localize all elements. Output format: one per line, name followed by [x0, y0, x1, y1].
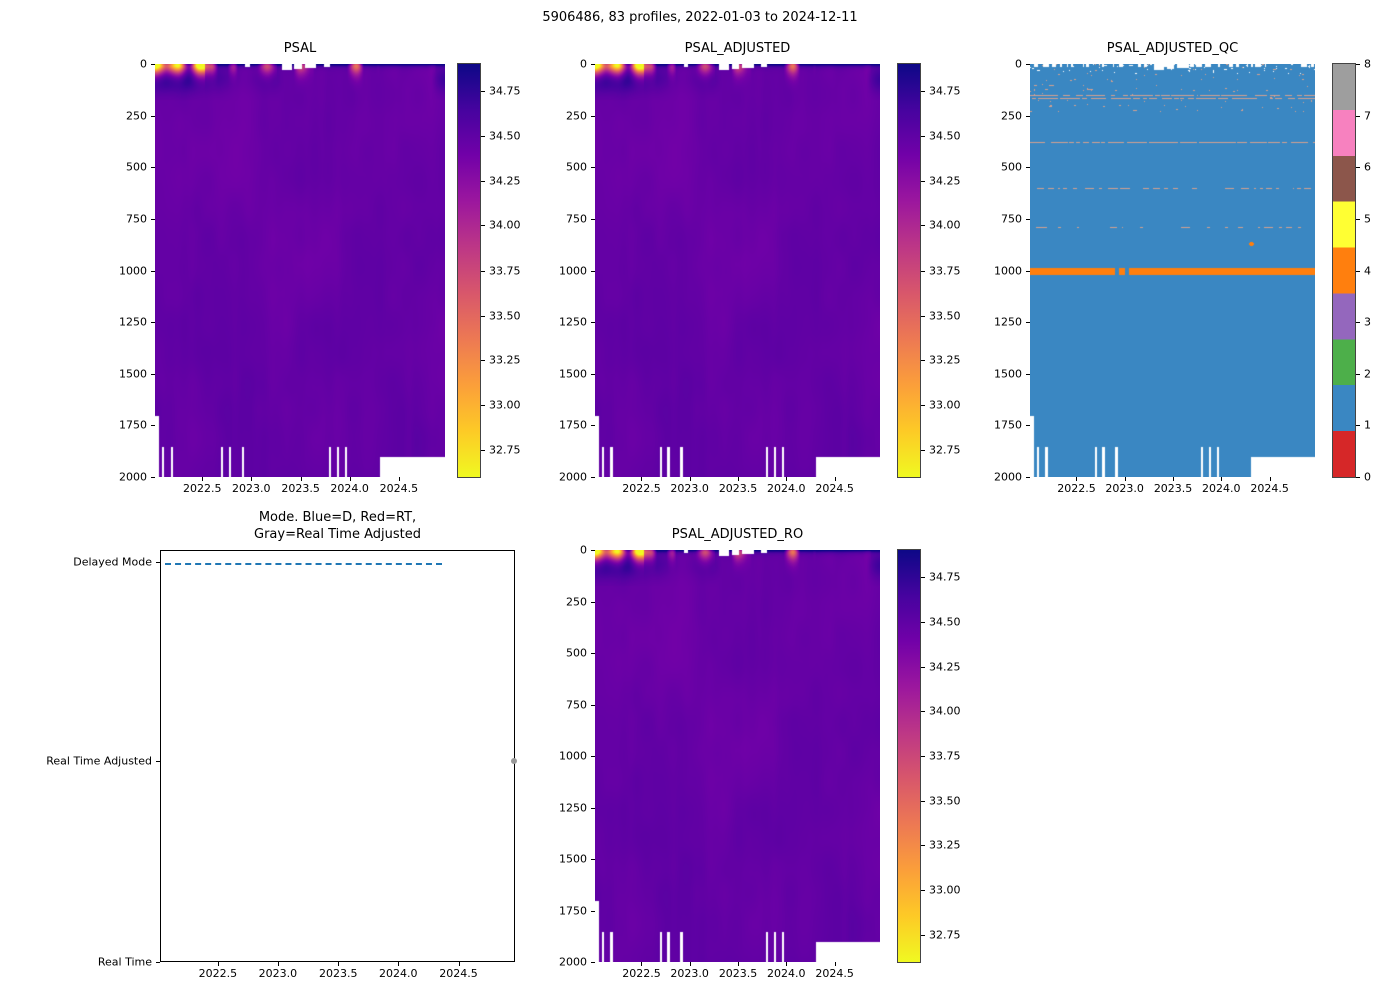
panel-mode: Mode. Blue=D, Red=RT, Gray=Real Time Adj…	[46, 510, 517, 980]
mode-rt-adjusted-marker	[511, 757, 517, 764]
psal-colorbar: 34.75 34.50 34.25 34.00 33.75 33.50 33.25 33.00…	[457, 63, 530, 478]
ro-time-axis: 2022.5 2023.0 2023.5 2024.0 2024.5	[595, 962, 880, 984]
psal-heatmap	[155, 64, 445, 477]
mode-time-axis: 2022.5 2023.0 2023.5 2024.0 2024.5	[160, 962, 515, 984]
panel-psal-adjusted-qc-title: PSAL_ADJUSTED_QC	[1106, 41, 1239, 56]
ro-colorbar-gradient	[897, 549, 921, 963]
ro-colorbar-ticks: 34.75 34.50 34.25 34.00 33.75 33.50 33.25 33.00…	[898, 550, 970, 962]
panel-psal-adjusted-title: PSAL_ADJUSTED	[684, 41, 791, 56]
panel-psal-adjusted-ro-title: PSAL_ADJUSTED_RO	[671, 527, 804, 542]
psal-adjusted-heatmap	[595, 64, 880, 477]
psal-adjusted-colorbar-ticks: 34.75 34.50 34.25 34.00 33.75 33.50 33.25 33.00…	[898, 64, 970, 477]
qc-colorbar-gradient	[1332, 63, 1356, 478]
psal-colorbar-ticks: 34.75 34.50 34.25 34.00 33.75 33.50 33.25 33.00…	[458, 64, 530, 477]
panel-psal-adjusted-qc: PSAL_ADJUSTED_QC 0 250 500 750 1000 1250 1500 1…	[994, 41, 1315, 495]
panel-psal-adjusted: PSAL_ADJUSTED 0 250 500 750 1000 1250 1500 1750…	[559, 41, 880, 495]
panel-psal: PSAL 0 250 500 750 1000 1250 1500 1750 2000 2022…	[119, 41, 445, 495]
mode-delayed-line	[164, 563, 443, 566]
psal-adjusted-colorbar-gradient	[897, 63, 921, 478]
mode-title-line1: Mode. Blue=D, Red=RT,	[258, 510, 417, 525]
panel-psal-adjusted-ro: PSAL_ADJUSTED_RO 0 250 500 750 1000 1250 1500 1…	[559, 527, 880, 980]
mode-title-line2: Gray=Real Time Adjusted	[254, 526, 421, 542]
ro-colorbar: 34.75 34.50 34.25 34.00 33.75 33.50 33.25 33.00…	[897, 549, 970, 963]
qc-time-axis: 2022.5 2023.0 2023.5 2024.0 2024.5	[1030, 477, 1315, 499]
panel-psal-title: PSAL	[283, 41, 317, 56]
psal-colorbar-gradient	[457, 63, 481, 478]
psal-adjusted-time-axis: 2022.5 2023.0 2023.5 2024.0 2024.5	[595, 477, 880, 499]
figure-title: 5906486, 83 profiles, 2022-01-03 to 2024…	[542, 10, 858, 25]
psal-adjusted-ro-heatmap	[595, 550, 880, 962]
psal-time-axis: 2022.5 2023.0 2023.5 2024.0 2024.5	[155, 477, 445, 499]
psal-adjusted-colorbar: 34.75 34.50 34.25 34.00 33.75 33.50 33.25 33.00…	[897, 63, 970, 478]
psal-adjusted-qc-heatmap	[1030, 64, 1315, 477]
mode-plot-area	[160, 550, 517, 962]
panel-mode-title: Mode. Blue=D, Red=RT, Gray=Real Time Adj…	[160, 510, 515, 544]
